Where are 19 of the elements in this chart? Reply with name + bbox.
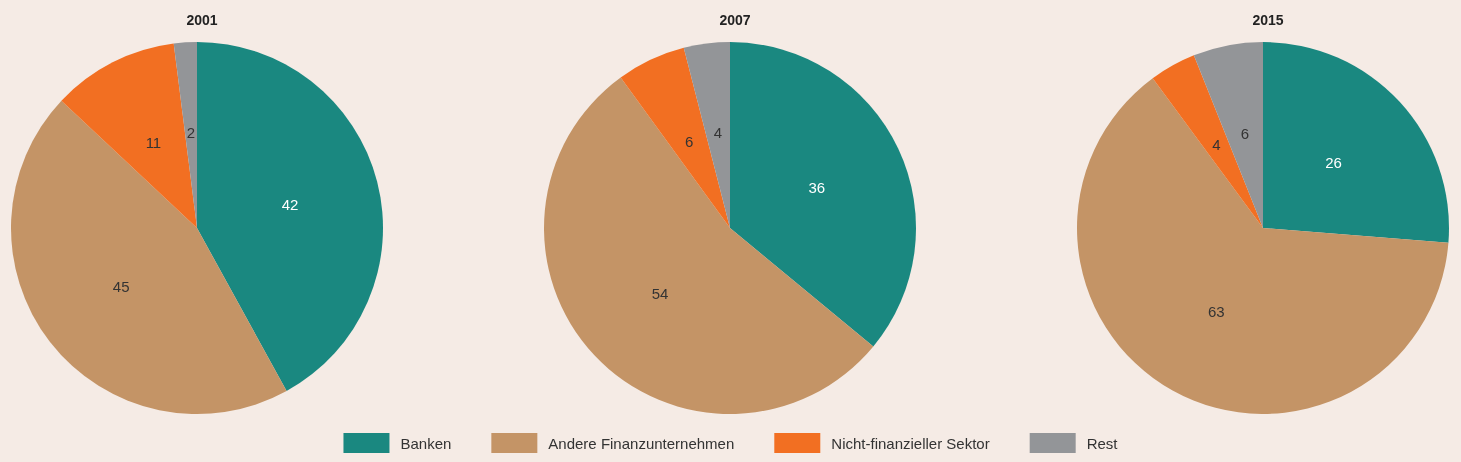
- chart-title: 2001: [186, 12, 218, 28]
- chart-title: 2007: [719, 12, 751, 28]
- data-label: 42: [281, 195, 299, 213]
- legend-label: Andere Finanzunternehmen: [548, 434, 735, 452]
- data-label: 6: [684, 132, 694, 150]
- data-label: 45: [112, 278, 130, 296]
- data-label: 11: [145, 133, 162, 151]
- data-label: 4: [1212, 135, 1221, 153]
- legend-label: Nicht-finanzieller Sektor: [831, 434, 990, 452]
- data-label: 36: [808, 178, 826, 196]
- data-label: 54: [651, 285, 669, 303]
- data-label: 63: [1207, 303, 1225, 321]
- chart-title: 2015: [1252, 12, 1284, 28]
- legend-label: Banken: [400, 434, 452, 452]
- data-label: 6: [1240, 125, 1249, 143]
- data-label: 2: [186, 123, 196, 141]
- data-label: 26: [1325, 154, 1342, 172]
- data-label: 4: [713, 124, 723, 142]
- legend-label: Rest: [1086, 434, 1119, 452]
